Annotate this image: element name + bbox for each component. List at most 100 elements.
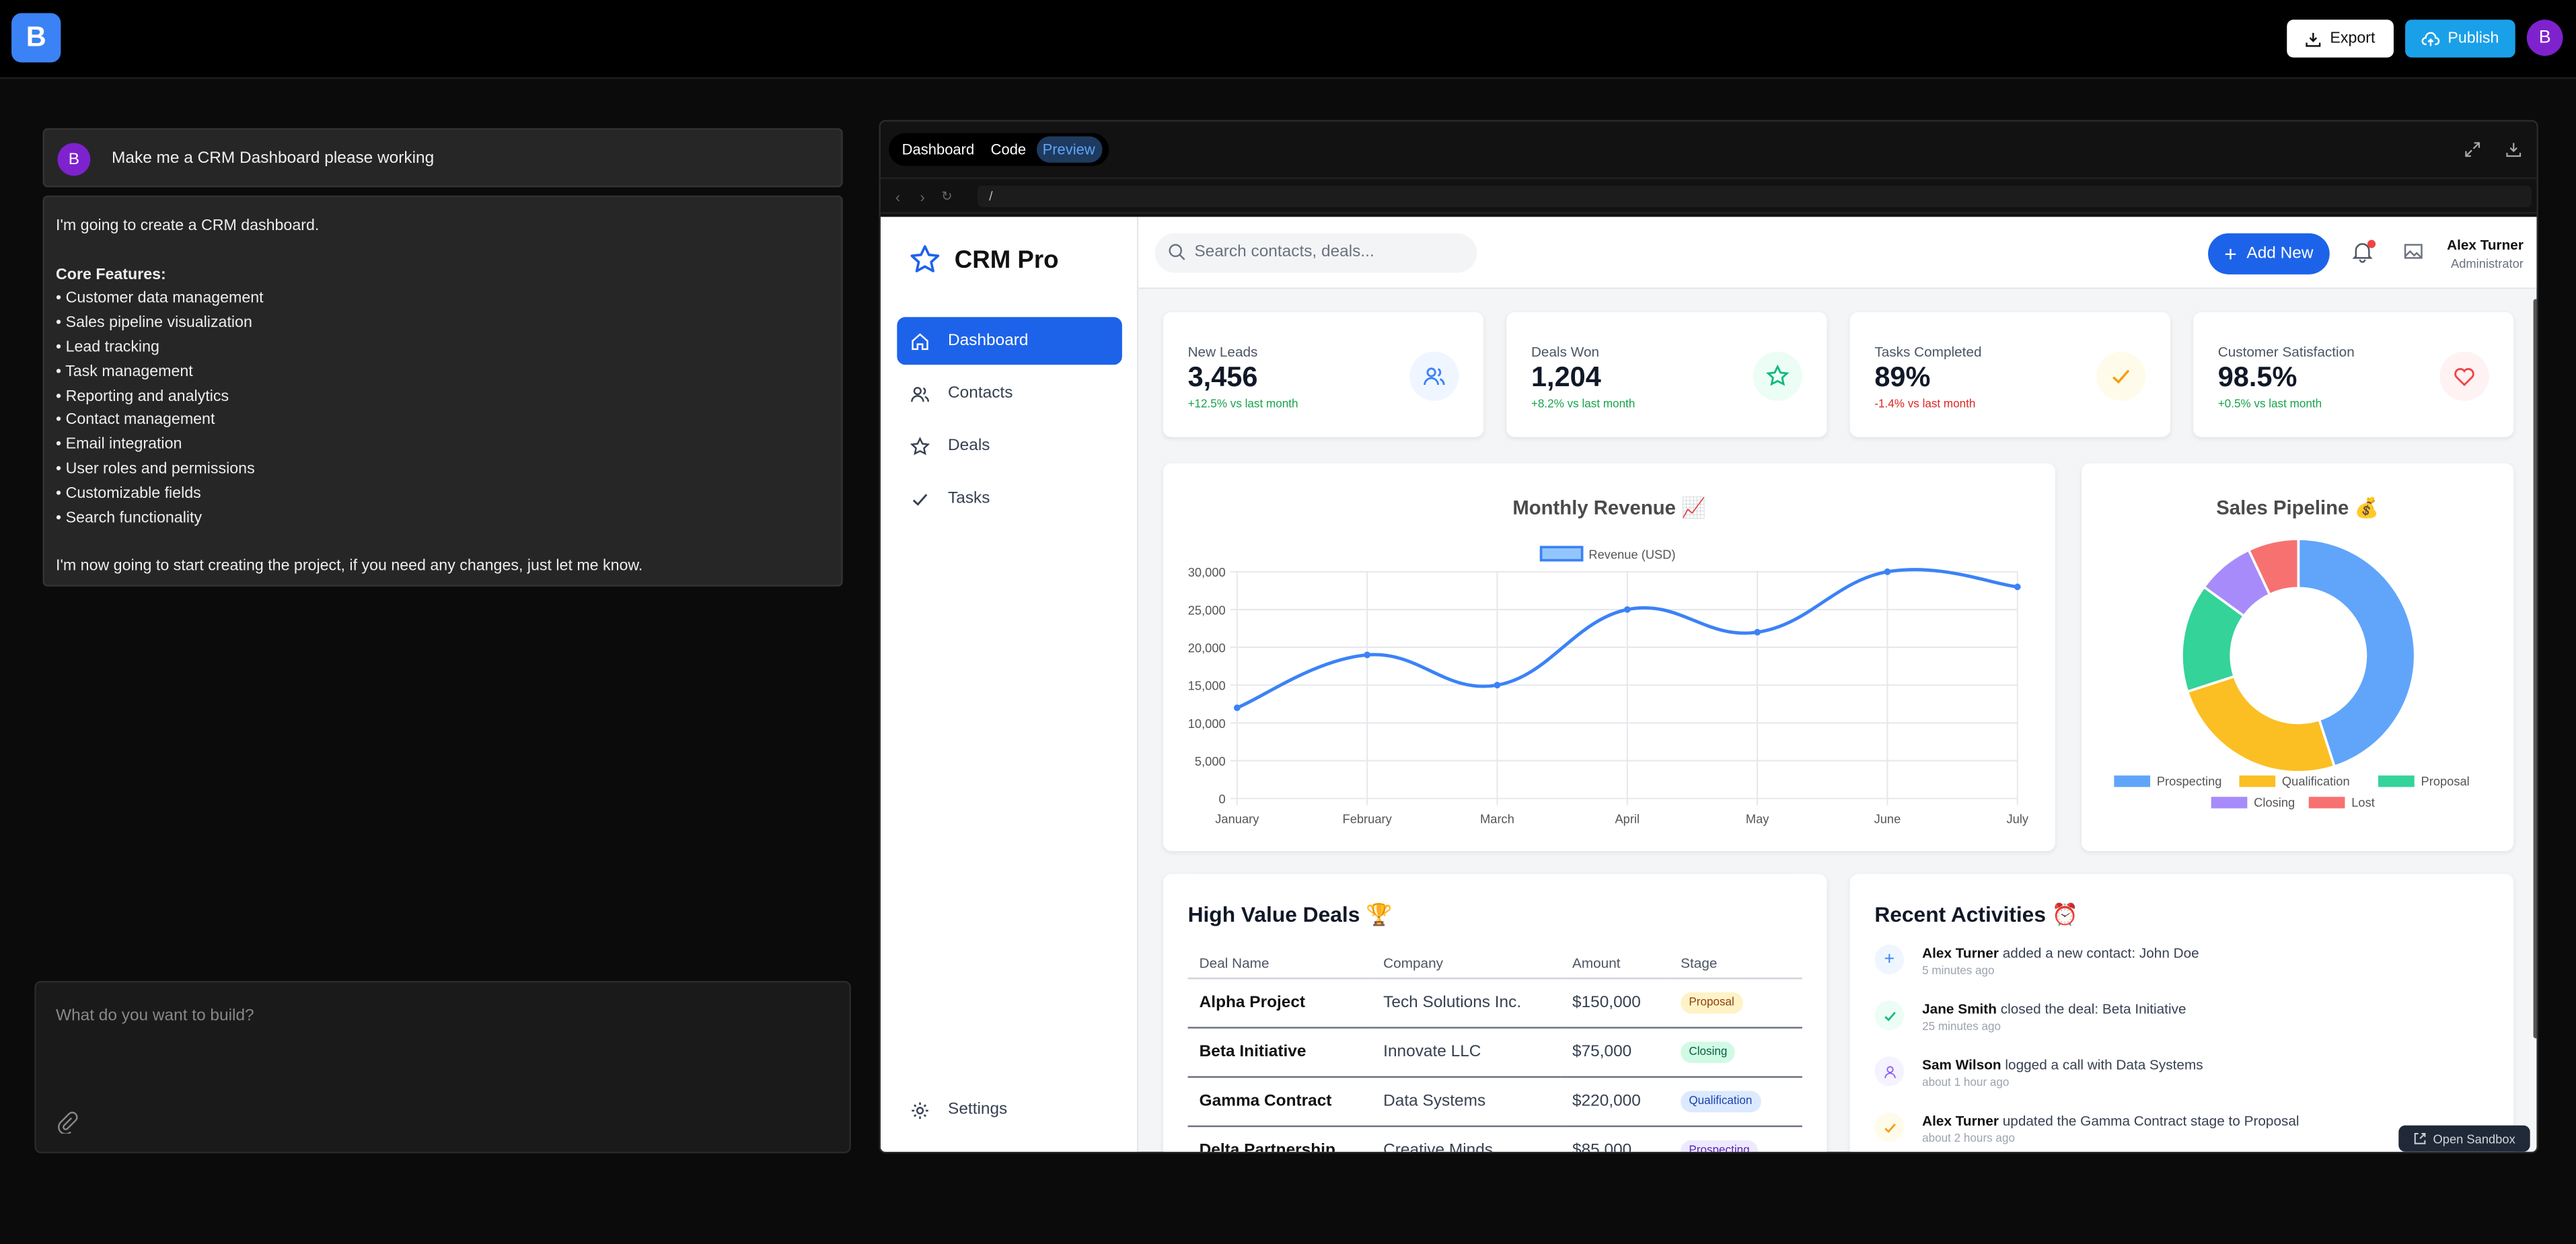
stat-value: 1,204 xyxy=(1531,361,1601,393)
add-new-button[interactable]: + Add New xyxy=(2208,233,2330,275)
image-icon[interactable] xyxy=(2404,242,2423,261)
back-icon[interactable]: ‹ xyxy=(895,188,901,206)
check-icon xyxy=(912,492,928,505)
sidebar-item-contacts[interactable]: Contacts xyxy=(897,369,1122,417)
activity-text: updated the Gamma Contract stage to Prop… xyxy=(2002,1112,2299,1129)
activity-user: Jane Smith xyxy=(1922,1000,1997,1017)
tab-preview[interactable]: Preview xyxy=(1035,136,1102,163)
features-title: Core Features: xyxy=(56,265,166,284)
x-tick-label: January xyxy=(1215,811,1259,826)
deal-name: Delta Partnership xyxy=(1187,1125,1372,1152)
y-tick-label: 25,000 xyxy=(1188,603,1226,617)
table-row[interactable]: Beta Initiative Innovate LLC $75,000 Closin… xyxy=(1187,1027,1802,1077)
legend-swatch xyxy=(2239,775,2276,787)
table-row[interactable]: Alpha Project Tech Solutions Inc. $150,000… xyxy=(1187,977,1802,1028)
stat-change: -1.4% vs last month xyxy=(1874,399,1976,411)
user-icon xyxy=(1874,1056,1905,1087)
activity-user: Sam Wilson xyxy=(1922,1056,2001,1073)
top-bar: B Export Publish B xyxy=(0,0,2576,79)
assistant-outro: I'm now going to start creating the proj… xyxy=(56,557,643,576)
users-icon xyxy=(911,386,929,401)
activity-time: about 2 hours ago xyxy=(1922,1133,2015,1146)
data-point xyxy=(1884,568,1891,575)
search-placeholder: Search contacts, deals... xyxy=(1194,243,1374,262)
stat-label: Tasks Completed xyxy=(1874,343,1982,360)
scrollbar[interactable] xyxy=(2533,299,2537,1039)
sidebar-item-settings[interactable]: Settings xyxy=(897,1086,1122,1134)
activity-time: 25 minutes ago xyxy=(1922,1021,2001,1034)
stat-change: +8.2% vs last month xyxy=(1531,399,1635,411)
sidebar-item-dashboard[interactable]: Dashboard xyxy=(897,317,1122,365)
stat-value: 3,456 xyxy=(1187,361,1258,393)
paperclip-icon[interactable] xyxy=(56,1111,79,1134)
export-button[interactable]: Export xyxy=(2287,20,2394,58)
forward-icon[interactable]: › xyxy=(920,188,925,206)
app-logo[interactable]: B xyxy=(11,13,61,63)
user-message: B Make me a CRM Dashboard please working xyxy=(42,128,843,188)
deal-amount: $75,000 xyxy=(1560,1027,1670,1077)
column-header: Stage xyxy=(1669,949,1802,979)
legend-label: Closing xyxy=(2254,795,2295,809)
x-tick-label: July xyxy=(2007,811,2029,826)
add-new-label: Add New xyxy=(2246,244,2314,263)
feature-item: • Reporting and analytics xyxy=(56,387,229,406)
tab-code[interactable]: Code xyxy=(990,141,1027,158)
stage-badge: Qualification xyxy=(1681,1090,1761,1112)
sidebar-item-tasks[interactable]: Tasks xyxy=(897,475,1122,523)
bell-icon[interactable] xyxy=(2351,240,2374,263)
sidebar-item-label: Dashboard xyxy=(948,332,1029,351)
y-tick-label: 15,000 xyxy=(1188,679,1226,693)
open-sandbox-button[interactable]: Open Sandbox xyxy=(2398,1125,2530,1152)
data-point xyxy=(1233,704,1241,711)
crm-app: CRM Pro Dashboard Contacts Deals Tasks xyxy=(880,217,2537,1152)
revenue-chart-card: Monthly Revenue 📈 0 5,000 10,000 15,000 20,0… xyxy=(1163,463,2055,851)
feature-item: • Lead tracking xyxy=(56,338,159,357)
pie-slice xyxy=(2247,538,2300,597)
deal-company: Innovate LLC xyxy=(1372,1027,1561,1077)
table-row[interactable]: Delta Partnership Creative Minds $85,000 Pr… xyxy=(1187,1125,1802,1152)
cloud-upload-icon xyxy=(2421,31,2440,46)
star-icon xyxy=(910,436,930,455)
refresh-icon[interactable]: ↻ xyxy=(941,188,953,204)
sidebar-item-label: Tasks xyxy=(948,489,990,508)
stage-badge: Proposal xyxy=(1681,991,1743,1013)
check-icon xyxy=(1874,1000,1905,1031)
users-icon xyxy=(1409,351,1459,401)
recent-activities-card: Recent Activities ⏰ + Alex Turner added … xyxy=(1849,874,2514,1152)
stat-card-customer-satisfaction: Customer Satisfaction 98.5% +0.5% vs las… xyxy=(2193,312,2514,437)
table-row[interactable]: Gamma Contract Data Systems $220,000 Qualif… xyxy=(1187,1076,1802,1126)
prompt-input[interactable]: What do you want to build? xyxy=(34,980,851,1154)
preview-tabs: Dashboard Code Preview xyxy=(889,133,1109,166)
url-input[interactable]: / xyxy=(977,185,2532,207)
activity-user: Alex Turner xyxy=(1922,945,1999,961)
x-tick-label: June xyxy=(1874,811,1901,826)
address-bar: ‹ › ↻ / xyxy=(880,177,2537,214)
publish-button[interactable]: Publish xyxy=(2405,20,2515,58)
stat-label: Customer Satisfaction xyxy=(2217,343,2355,360)
legend-label: Qualification xyxy=(2282,774,2350,788)
deal-amount: $220,000 xyxy=(1560,1076,1670,1126)
avatar: B xyxy=(57,143,91,176)
star-icon xyxy=(1753,351,1802,401)
expand-icon[interactable] xyxy=(2464,141,2480,157)
brand-name: CRM Pro xyxy=(954,246,1059,274)
tab-dashboard[interactable]: Dashboard xyxy=(901,141,975,158)
publish-label: Publish xyxy=(2448,29,2499,48)
search-input[interactable]: Search contacts, deals... xyxy=(1154,233,1477,273)
x-tick-label: May xyxy=(1746,811,1769,826)
deal-company: Data Systems xyxy=(1372,1076,1561,1126)
x-tick-label: March xyxy=(1480,811,1514,826)
sidebar-item-deals[interactable]: Deals xyxy=(897,423,1122,470)
heart-icon xyxy=(2439,351,2489,401)
legend-swatch xyxy=(2378,775,2415,787)
user-name[interactable]: Alex Turner xyxy=(2447,236,2524,254)
legend-label: Proposal xyxy=(2421,774,2470,788)
user-avatar[interactable]: B xyxy=(2526,20,2563,57)
revenue-line-chart: 0 5,000 10,000 15,000 20,000 25,000 30,000 Janu… xyxy=(1188,546,2029,826)
deal-name: Alpha Project xyxy=(1187,977,1372,1028)
check-icon xyxy=(2096,351,2146,401)
x-tick-label: February xyxy=(1343,811,1393,826)
stat-value: 98.5% xyxy=(2217,361,2297,393)
download-icon[interactable] xyxy=(2505,141,2522,157)
deal-name: Gamma Contract xyxy=(1187,1076,1372,1126)
